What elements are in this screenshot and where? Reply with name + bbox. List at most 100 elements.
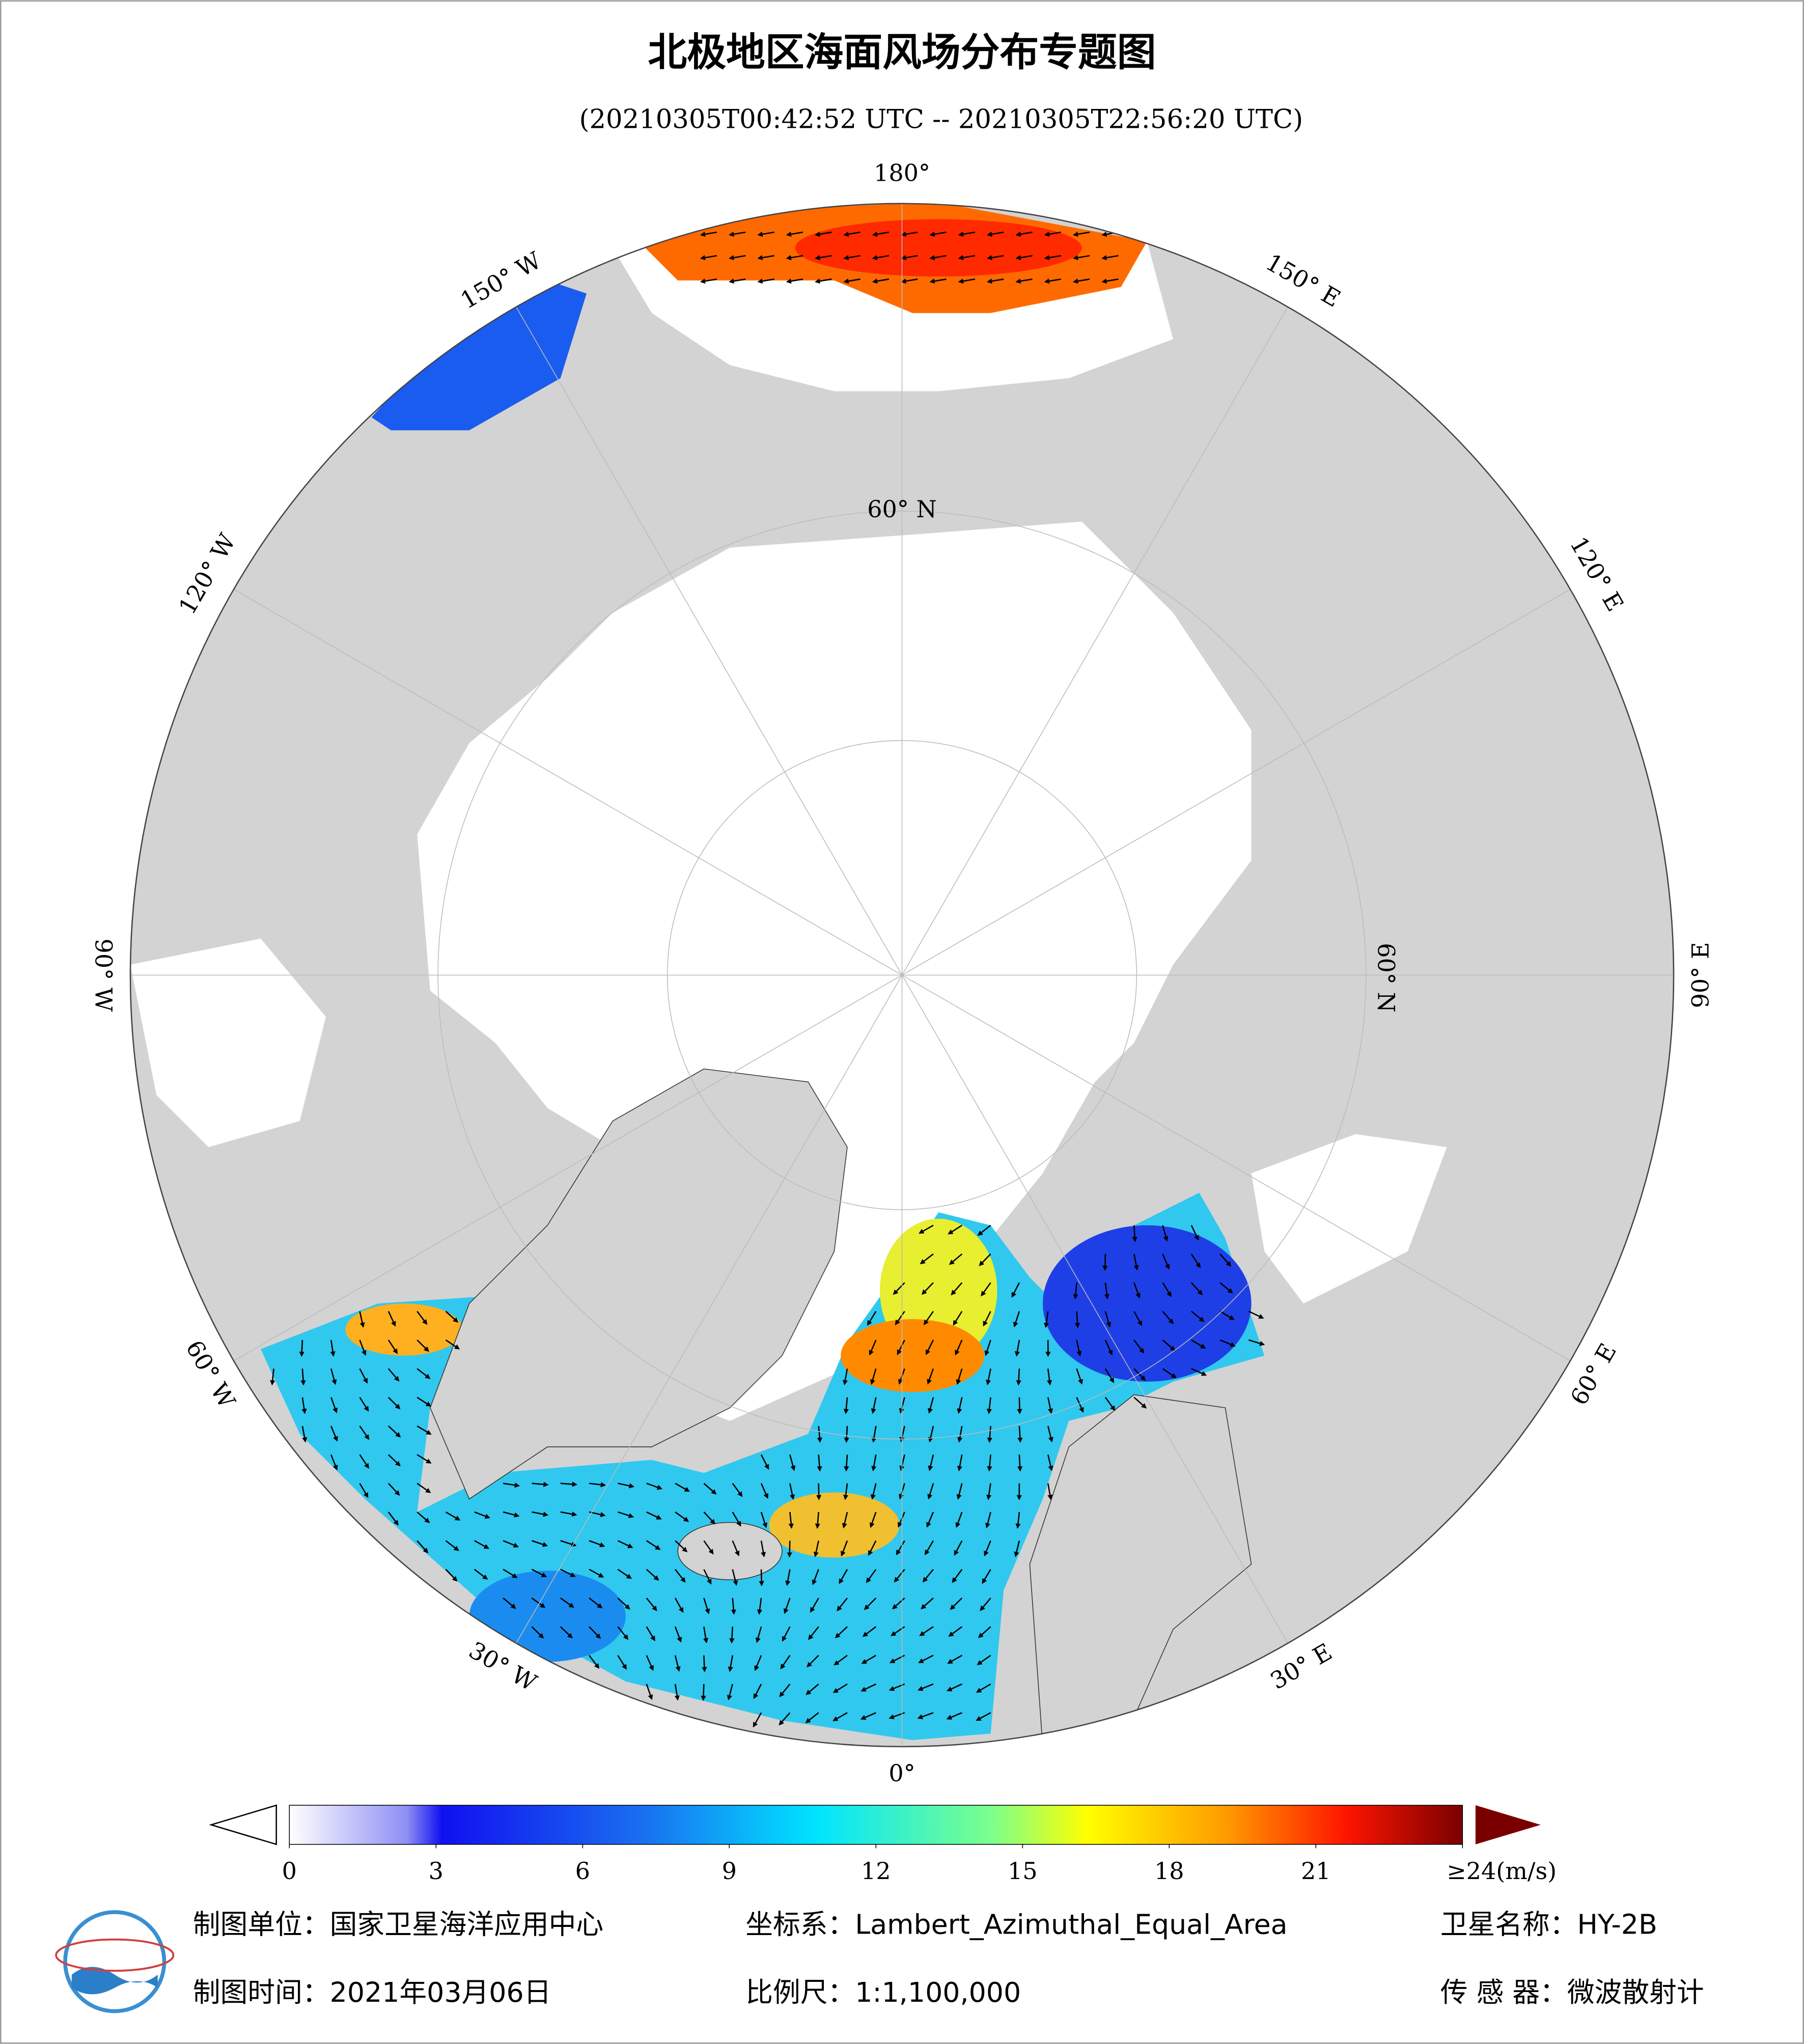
footer-sensor: 传 感 器：微波散射计 — [1440, 1976, 1704, 2008]
wind-arrow — [330, 1454, 338, 1471]
wind-arrow — [1162, 1368, 1177, 1379]
wind-arrow — [843, 231, 861, 237]
wind-arrow — [445, 1540, 459, 1551]
wind-arrow — [843, 1483, 849, 1500]
wind-arrow — [926, 1511, 934, 1528]
wind-arrow — [729, 1627, 735, 1644]
wind-arrow — [983, 1311, 991, 1327]
wind-arrow — [1047, 1454, 1053, 1471]
wind-arrow — [929, 231, 947, 237]
wind-arrow — [1219, 1282, 1233, 1294]
wind-arrow — [832, 1712, 848, 1721]
wind-arrow — [982, 1569, 991, 1584]
wind-arrow — [928, 1454, 934, 1471]
wind-arrow — [674, 1598, 684, 1613]
wind-arrow — [779, 1684, 791, 1697]
wind-arrow — [957, 1454, 963, 1472]
wind-arrow — [703, 1511, 716, 1525]
wind-arrow — [445, 1569, 458, 1582]
wind-arrow — [812, 1569, 819, 1585]
meridian — [233, 589, 902, 976]
wind-arrow — [330, 1339, 336, 1357]
wind-arrow — [560, 1626, 573, 1639]
wind-arrow — [929, 278, 947, 284]
wind-arrow — [867, 1311, 877, 1326]
wind-arrow — [868, 1540, 877, 1556]
wind-arrow — [1133, 1253, 1139, 1271]
wind-arrow — [957, 1425, 963, 1443]
graticule — [130, 203, 1674, 1747]
wind-arrow — [674, 1655, 681, 1672]
wind-arrow — [787, 1541, 792, 1558]
wind-arrow — [589, 1626, 601, 1639]
wind-arrow — [843, 1397, 849, 1414]
wind-arrow — [703, 1540, 714, 1555]
wind-arrow — [789, 1454, 796, 1471]
wind-arrow — [815, 255, 832, 261]
wind-arrow — [728, 1655, 733, 1672]
wind-arrow — [899, 1397, 905, 1414]
wind-arrow — [1101, 255, 1119, 261]
wind-arrow — [1133, 1368, 1146, 1381]
wind-arrow — [984, 1540, 991, 1557]
wind-arrow — [646, 1482, 663, 1490]
wind-arrow — [759, 1569, 764, 1586]
wind-arrow — [893, 1282, 905, 1295]
wind-arrow — [815, 231, 832, 237]
wind-arrow — [1013, 1311, 1020, 1328]
wind-arrow — [417, 1454, 432, 1464]
wind-arrow — [387, 1511, 399, 1526]
wind-arrow — [986, 1483, 992, 1500]
wind-arrow — [445, 1511, 461, 1521]
wind-arrow — [700, 231, 717, 237]
wind-arrow — [817, 1454, 822, 1472]
wind-arrow — [925, 1540, 934, 1556]
longitude-label: 90° E — [1686, 942, 1714, 1008]
colorbar-tick-label: 15 — [1008, 1857, 1038, 1885]
wind-arrow — [330, 1397, 338, 1414]
wind-arrow — [417, 1540, 429, 1554]
wind-arrow — [387, 1368, 400, 1382]
wind-arrow — [813, 1541, 819, 1557]
footer-date: 制图时间：2021年03月06日 — [193, 1976, 551, 2008]
wind-arrow — [531, 1626, 544, 1639]
wind-arrow — [860, 1712, 876, 1720]
wind-arrow — [927, 1368, 934, 1385]
wind-arrow — [1219, 1310, 1235, 1320]
longitude-label: 90° W — [90, 939, 118, 1012]
wind-arrow — [1017, 1426, 1023, 1443]
wind-arrow — [923, 1311, 934, 1326]
wind-arrow — [387, 1339, 398, 1354]
meridian — [902, 974, 1571, 1361]
wind-arrow — [703, 1598, 710, 1614]
wind-arrow — [785, 1569, 791, 1586]
wind-arrow — [1044, 255, 1062, 261]
wind-arrow — [900, 255, 918, 261]
wind-arrow — [700, 278, 717, 284]
wind-arrow — [359, 1339, 367, 1356]
wind-arrow — [1044, 278, 1062, 284]
wind-arrow — [1047, 1397, 1053, 1414]
wind-arrow — [1162, 1310, 1174, 1325]
wind-arrow — [1076, 1339, 1082, 1357]
longitude-label: 180° — [874, 159, 930, 187]
wind-arrow — [618, 1482, 634, 1489]
wind-arrow — [387, 1396, 401, 1410]
wind-arrow — [929, 255, 947, 261]
wind-arrow — [897, 1339, 905, 1355]
wind-arrow — [922, 1569, 934, 1583]
wind-arrow — [808, 1626, 819, 1640]
wind-arrow — [646, 1655, 654, 1671]
wind-arrow — [359, 1454, 370, 1469]
wind-field — [371, 280, 587, 431]
wind-arrow — [417, 1396, 432, 1407]
wind-arrow — [985, 1511, 991, 1529]
wind-arrow — [780, 1655, 791, 1670]
colorbar-tick-label: ≥24(m/s) — [1447, 1857, 1557, 1885]
wind-arrow — [786, 255, 803, 261]
footer-satellite: 卫星名称：HY-2B — [1440, 1909, 1657, 1941]
wind-arrow — [783, 1598, 791, 1614]
wind-arrow — [417, 1482, 431, 1493]
